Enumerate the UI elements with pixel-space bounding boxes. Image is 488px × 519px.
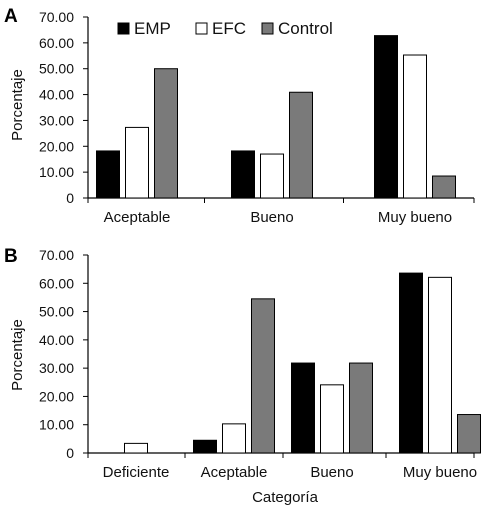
y-tick-label: 10.00 bbox=[39, 164, 74, 180]
bar-emp-aceptable bbox=[193, 439, 217, 454]
legend: EMP EFC Control bbox=[117, 19, 333, 38]
x-tick-label: Aceptable bbox=[104, 209, 171, 226]
y-tick-label: 0 bbox=[66, 190, 74, 206]
legend-label-control: Control bbox=[278, 19, 333, 38]
bar-emp-aceptable bbox=[96, 150, 120, 199]
bar-efc-bueno bbox=[260, 153, 284, 199]
legend-swatch-efc bbox=[195, 22, 208, 35]
y-tick-label: 60.00 bbox=[39, 275, 74, 291]
bar-efc-aceptable bbox=[125, 126, 149, 199]
panel-a: A Porcentaje EMP EFC Control 0 10.00 20.00 30… bbox=[4, 6, 475, 226]
bar-control-aceptable bbox=[251, 298, 275, 454]
bar-emp-bueno bbox=[291, 362, 315, 454]
legend-label-emp: EMP bbox=[134, 19, 171, 38]
y-tick-label: 70.00 bbox=[39, 247, 74, 263]
x-tick-label: Muy bueno bbox=[378, 209, 452, 226]
y-tick-label: 70.00 bbox=[39, 9, 74, 25]
y-tick-label: 20.00 bbox=[39, 138, 74, 154]
bar-emp-muy-bueno bbox=[399, 272, 423, 454]
panel-b: B Porcentaje Categoría 0 10.00 20.00 30.00 4… bbox=[4, 246, 481, 506]
x-tick-label: Bueno bbox=[250, 209, 293, 226]
x-tick-label: Muy bueno bbox=[403, 464, 477, 481]
panel-a-label: A bbox=[4, 6, 18, 27]
bar-control-muy-bueno bbox=[457, 414, 481, 454]
panel-b-y-axis-title: Porcentaje bbox=[9, 319, 26, 391]
bar-efc-muy-bueno bbox=[403, 54, 427, 199]
y-tick-label: 0 bbox=[66, 445, 74, 461]
x-axis-title: Categoría bbox=[252, 489, 319, 506]
bar-efc-muy-bueno bbox=[428, 276, 452, 454]
legend-swatch-emp bbox=[117, 22, 130, 35]
panel-a-y-axis-title: Porcentaje bbox=[9, 69, 26, 141]
bar-efc-aceptable bbox=[222, 423, 246, 454]
bar-control-bueno bbox=[289, 91, 313, 199]
y-tick-label: 40.00 bbox=[39, 332, 74, 348]
y-tick-label: 30.00 bbox=[39, 112, 74, 128]
bar-efc-deficiente bbox=[124, 442, 148, 454]
y-tick-label: 50.00 bbox=[39, 304, 74, 320]
bar-emp-bueno bbox=[231, 150, 255, 199]
y-tick-label: 30.00 bbox=[39, 360, 74, 376]
y-tick-label: 20.00 bbox=[39, 388, 74, 404]
bar-emp-muy-bueno bbox=[374, 35, 398, 199]
bar-control-muy-bueno bbox=[432, 175, 456, 199]
x-tick-label: Bueno bbox=[310, 464, 353, 481]
y-tick-label: 40.00 bbox=[39, 87, 74, 103]
bar-control-bueno bbox=[349, 362, 373, 454]
x-tick-label: Deficiente bbox=[103, 464, 170, 481]
bar-efc-bueno bbox=[320, 384, 344, 454]
x-tick-label: Aceptable bbox=[201, 464, 268, 481]
bar-control-aceptable bbox=[154, 68, 178, 199]
y-tick-label: 60.00 bbox=[39, 35, 74, 51]
panel-b-label: B bbox=[4, 246, 18, 267]
y-tick-label: 10.00 bbox=[39, 417, 74, 433]
y-tick-label: 50.00 bbox=[39, 61, 74, 77]
legend-swatch-control bbox=[261, 22, 274, 35]
legend-label-efc: EFC bbox=[212, 19, 246, 38]
